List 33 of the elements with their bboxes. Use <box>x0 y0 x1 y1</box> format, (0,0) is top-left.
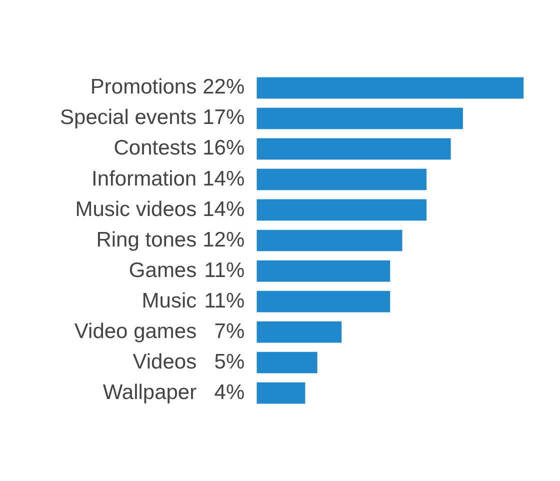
y-tick-label: Special events <box>60 106 197 130</box>
y-tick-label: Video games <box>74 320 197 343</box>
data-label: 7% <box>208 320 245 343</box>
y-tick-label: Information <box>92 167 197 190</box>
data-label: 4% <box>214 380 245 404</box>
y-tick-label: Contests <box>114 136 197 160</box>
data-label: 22% <box>202 76 245 99</box>
data-label: 12% <box>202 228 245 252</box>
y-tick-label: Promotions <box>90 76 197 99</box>
y-tick-label: Wallpaper <box>102 380 197 404</box>
y-tick-label: Music videos <box>75 198 197 221</box>
bar <box>256 168 427 190</box>
data-label: 17% <box>202 106 245 130</box>
bar <box>256 321 342 343</box>
data-label: 11% <box>204 258 245 282</box>
bar <box>256 352 318 374</box>
data-label: 16% <box>202 136 245 160</box>
data-label: 5% <box>208 350 245 374</box>
y-tick-label: Music <box>142 289 197 312</box>
bar <box>256 77 524 99</box>
bar <box>256 382 306 404</box>
bar <box>256 260 390 282</box>
y-tick-label: Games <box>128 258 197 282</box>
bar <box>256 138 451 160</box>
y-tick-label: Videos <box>132 350 197 374</box>
y-tick-label: Ring tones <box>96 228 197 252</box>
bar <box>256 230 402 252</box>
data-label: 14% <box>202 198 245 221</box>
bar <box>256 108 463 130</box>
bar <box>256 199 427 221</box>
data-label: 11% <box>204 289 245 312</box>
bar <box>256 290 390 312</box>
data-label: 14% <box>202 167 245 190</box>
